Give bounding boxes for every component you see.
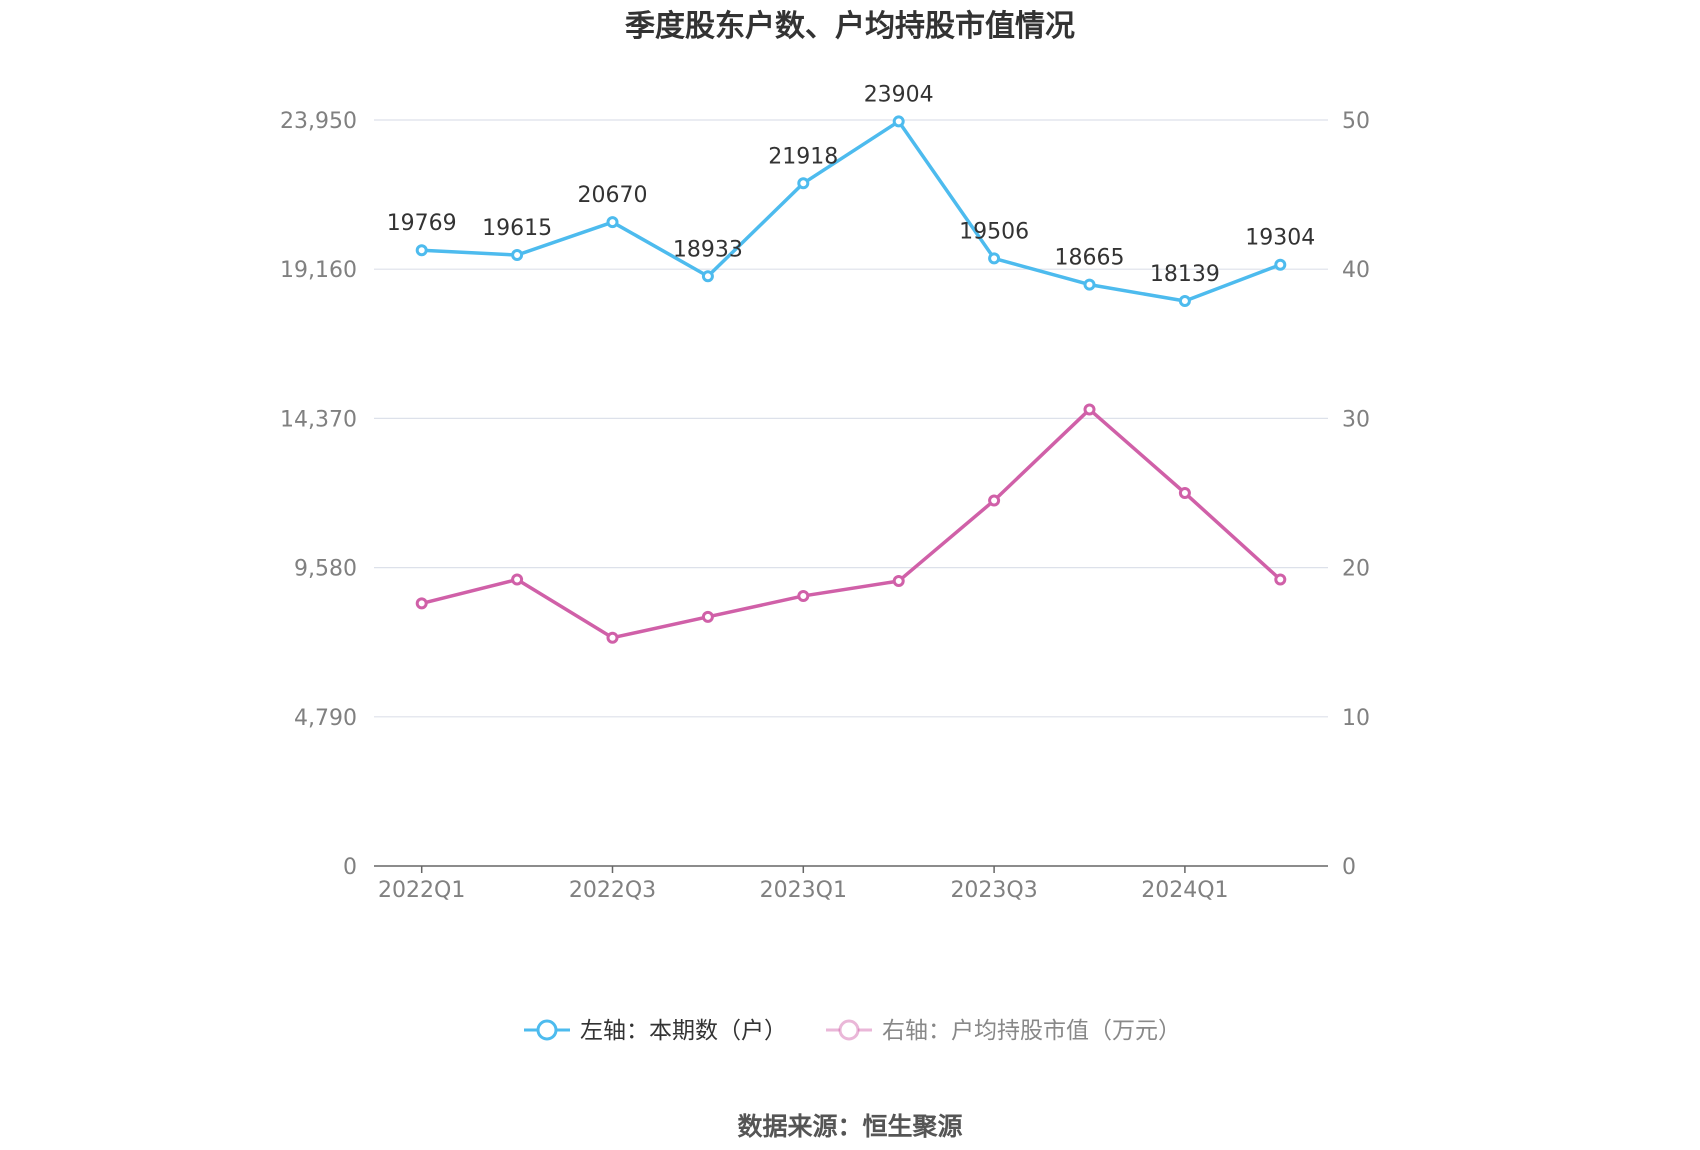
data-point-right [511,573,524,586]
chart-title: 季度股东户数、户均持股市值情况 [625,9,1075,44]
data-point-left [988,252,1001,265]
data-point-right [797,589,810,602]
gridlines [374,119,1328,718]
x-tick-label: 2023Q3 [950,878,1037,903]
legend-item-right[interactable]: 右轴：户均持股市值（万元） [826,1018,1181,1044]
legend-marker-left [536,1019,558,1041]
y-right-tick-label: 50 [1342,109,1370,134]
y-left-tick-label: 23,950 [280,109,357,134]
data-label: 19769 [387,211,457,236]
data-point-left [1178,295,1191,308]
y-left-tick-label: 19,160 [280,258,357,283]
data-point-right [988,494,1001,507]
data-point-right [606,631,619,644]
data-point-left [1083,278,1096,291]
x-axis-ticks: 2022Q1 2022Q3 2023Q1 2023Q3 2024Q1 [378,866,1229,903]
y-left-tick-label: 9,580 [294,557,357,582]
data-point-right [701,610,714,623]
data-label: 20670 [578,183,648,208]
data-point-left [606,216,619,229]
data-label: 18933 [673,237,743,262]
data-label: 19615 [482,216,552,241]
y-axis-right: 0 10 20 30 40 50 [1342,109,1370,880]
y-axis-left: 0 4,790 9,580 14,370 19,160 23,950 [280,109,357,880]
data-label: 18139 [1150,262,1220,287]
data-point-right [415,597,428,610]
y-left-tick-label: 14,370 [280,407,357,432]
data-point-right [1083,403,1096,416]
y-right-tick-label: 20 [1342,557,1370,582]
y-right-tick-label: 40 [1342,258,1370,283]
series-line-left [421,119,1281,303]
data-point-left [415,244,428,257]
y-right-tick-label: 10 [1342,706,1370,731]
x-tick-label: 2023Q1 [760,878,847,903]
legend-label-right: 右轴：户均持股市值（万元） [882,1018,1181,1044]
data-point-left [1274,258,1287,271]
legend-marker-right [838,1019,860,1041]
x-tick-label: 2024Q1 [1141,878,1228,903]
series-group [415,115,1287,644]
y-right-tick-label: 0 [1342,855,1356,880]
data-label: 21918 [768,144,838,169]
data-point-right [1178,487,1191,499]
data-label: 18665 [1055,246,1125,271]
y-left-tick-label: 4,790 [294,706,357,731]
x-tick-label: 2022Q3 [569,878,656,903]
data-point-right [892,575,905,588]
source-note: 数据来源：恒生聚源 [737,1112,962,1141]
data-labels: 19769 19615 20670 18933 21918 23904 19506 18665… [387,82,1316,287]
data-point-left [511,249,524,262]
legend-item-left[interactable]: 左轴：本期数（户） [524,1018,787,1044]
data-point-right [1274,573,1287,586]
data-label: 19506 [959,219,1029,244]
y-left-tick-label: 0 [343,855,357,880]
y-right-tick-label: 30 [1342,407,1370,432]
data-label: 19304 [1245,226,1315,251]
data-point-left [892,115,905,128]
data-label: 23904 [864,82,934,107]
legend-label-left: 左轴：本期数（户） [580,1018,787,1044]
series-line-right [421,407,1282,640]
x-tick-label: 2022Q1 [378,878,465,903]
data-point-left [797,177,810,190]
data-point-left [701,270,714,283]
